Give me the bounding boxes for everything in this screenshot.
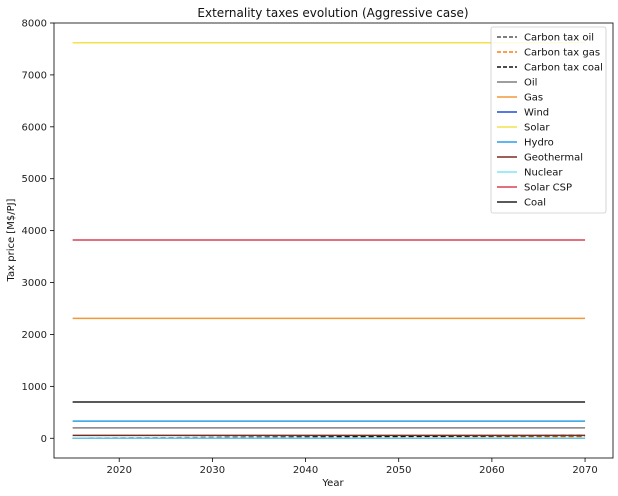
x-tick-label: 2030 (200, 465, 225, 476)
x-tick-label: 2060 (479, 465, 504, 476)
x-tick-label: 2020 (106, 465, 131, 476)
y-tick-label: 3000 (22, 278, 47, 289)
legend-entry-label: Geothermal (524, 153, 583, 164)
y-tick-label: 6000 (22, 122, 47, 133)
y-tick-label: 0 (41, 434, 47, 445)
x-tick-label: 2050 (386, 465, 411, 476)
legend-entry-label: Carbon tax coal (524, 63, 603, 74)
y-tick-label: 2000 (22, 330, 47, 341)
x-axis: 2020 2030 2040 2050 2060 2070 (106, 458, 598, 476)
plot-area (72, 41, 586, 440)
legend-entry-label: Oil (524, 78, 537, 89)
axes-frame (53, 22, 614, 459)
y-tick-label: 1000 (22, 382, 47, 393)
legend-entry-label: Carbon tax gas (524, 48, 600, 59)
y-axis: 0 1000 2000 3000 4000 5000 6000 7000 8000 (22, 19, 54, 445)
y-tick-label: 7000 (22, 70, 47, 81)
x-tick-label: 2040 (293, 465, 318, 476)
x-axis-label: Year (321, 478, 344, 489)
legend-entry-label: Coal (524, 198, 546, 209)
legend: Carbon tax oil Carbon tax gas Carbon tax c… (490, 26, 607, 214)
legend-entry-label: Nuclear (524, 168, 563, 179)
legend-entry-label: Gas (524, 93, 543, 104)
x-tick-label: 2070 (572, 465, 597, 476)
chart-title: Externality taxes evolution (Aggressive … (197, 6, 468, 20)
legend-entry-label: Carbon tax oil (524, 33, 594, 44)
y-tick-label: 4000 (22, 226, 47, 237)
y-tick-label: 5000 (22, 174, 47, 185)
legend-entry-label: Solar (524, 123, 550, 134)
legend-entry-label: Solar CSP (524, 183, 572, 194)
legend-box (490, 26, 607, 214)
legend-entry-label: Hydro (524, 138, 554, 149)
y-tick-label: 8000 (22, 19, 47, 30)
legend-entry-label: Wind (524, 108, 549, 119)
y-axis-label: Tax price [M$/PJ] (6, 198, 17, 282)
